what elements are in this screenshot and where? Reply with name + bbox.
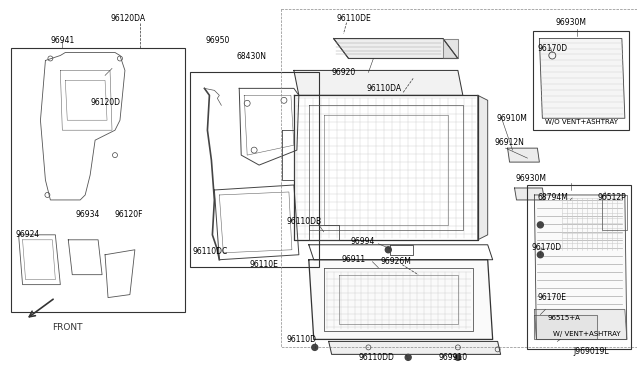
Polygon shape bbox=[443, 39, 458, 58]
Text: 68794M: 68794M bbox=[538, 193, 568, 202]
Text: W/ VENT+ASHTRAY: W/ VENT+ASHTRAY bbox=[554, 331, 621, 337]
Circle shape bbox=[312, 344, 317, 350]
Text: 96120DA: 96120DA bbox=[110, 14, 145, 23]
Text: 96994: 96994 bbox=[351, 237, 375, 246]
Polygon shape bbox=[329, 341, 500, 355]
Text: 68430N: 68430N bbox=[236, 52, 266, 61]
Text: 96170D: 96170D bbox=[538, 44, 568, 53]
Text: 96170D: 96170D bbox=[531, 243, 561, 252]
Polygon shape bbox=[515, 188, 545, 200]
Text: 96920: 96920 bbox=[332, 68, 356, 77]
Text: 96110D: 96110D bbox=[287, 335, 317, 344]
Text: W/O VENT+ASHTRAY: W/O VENT+ASHTRAY bbox=[545, 119, 618, 125]
Text: 96950: 96950 bbox=[205, 36, 230, 45]
Text: 96110DC: 96110DC bbox=[193, 247, 228, 256]
Polygon shape bbox=[308, 260, 493, 339]
Text: 96926M: 96926M bbox=[380, 257, 412, 266]
Text: 96910M: 96910M bbox=[497, 114, 527, 123]
Text: 96930M: 96930M bbox=[556, 18, 587, 27]
Polygon shape bbox=[534, 314, 597, 339]
Text: 96120F: 96120F bbox=[115, 211, 143, 219]
Text: 969910: 969910 bbox=[438, 353, 467, 362]
Text: 96110E: 96110E bbox=[249, 260, 278, 269]
Circle shape bbox=[455, 355, 461, 360]
Text: 96110DD: 96110DD bbox=[358, 353, 394, 362]
Text: 96941: 96941 bbox=[51, 36, 75, 45]
Text: 96515+A: 96515+A bbox=[547, 314, 580, 321]
Circle shape bbox=[385, 247, 391, 253]
Text: 96170E: 96170E bbox=[538, 293, 566, 302]
Text: 96924: 96924 bbox=[15, 230, 40, 239]
Bar bbox=[533, 31, 629, 130]
Polygon shape bbox=[333, 39, 458, 58]
Text: 96911: 96911 bbox=[342, 255, 365, 264]
Text: J969019L: J969019L bbox=[573, 347, 609, 356]
Text: 96930M: 96930M bbox=[516, 173, 547, 183]
Circle shape bbox=[405, 355, 411, 360]
Bar bbox=[281, 9, 640, 347]
Bar bbox=[11, 48, 184, 311]
Text: 96934: 96934 bbox=[76, 211, 100, 219]
Circle shape bbox=[538, 252, 543, 258]
Text: 96120D: 96120D bbox=[90, 98, 120, 107]
Polygon shape bbox=[477, 95, 488, 240]
Text: 96110DB: 96110DB bbox=[287, 217, 322, 227]
Polygon shape bbox=[534, 195, 627, 339]
Polygon shape bbox=[534, 310, 627, 339]
Bar bbox=[527, 185, 631, 349]
Text: 96110DE: 96110DE bbox=[337, 14, 371, 23]
Circle shape bbox=[538, 222, 543, 228]
Polygon shape bbox=[294, 70, 463, 95]
Polygon shape bbox=[508, 148, 540, 162]
Text: FRONT: FRONT bbox=[52, 323, 83, 332]
Text: 96912N: 96912N bbox=[495, 138, 525, 147]
Polygon shape bbox=[540, 39, 625, 118]
Text: 96512P: 96512P bbox=[597, 193, 626, 202]
Text: 96110DA: 96110DA bbox=[367, 84, 401, 93]
Bar bbox=[189, 73, 319, 267]
